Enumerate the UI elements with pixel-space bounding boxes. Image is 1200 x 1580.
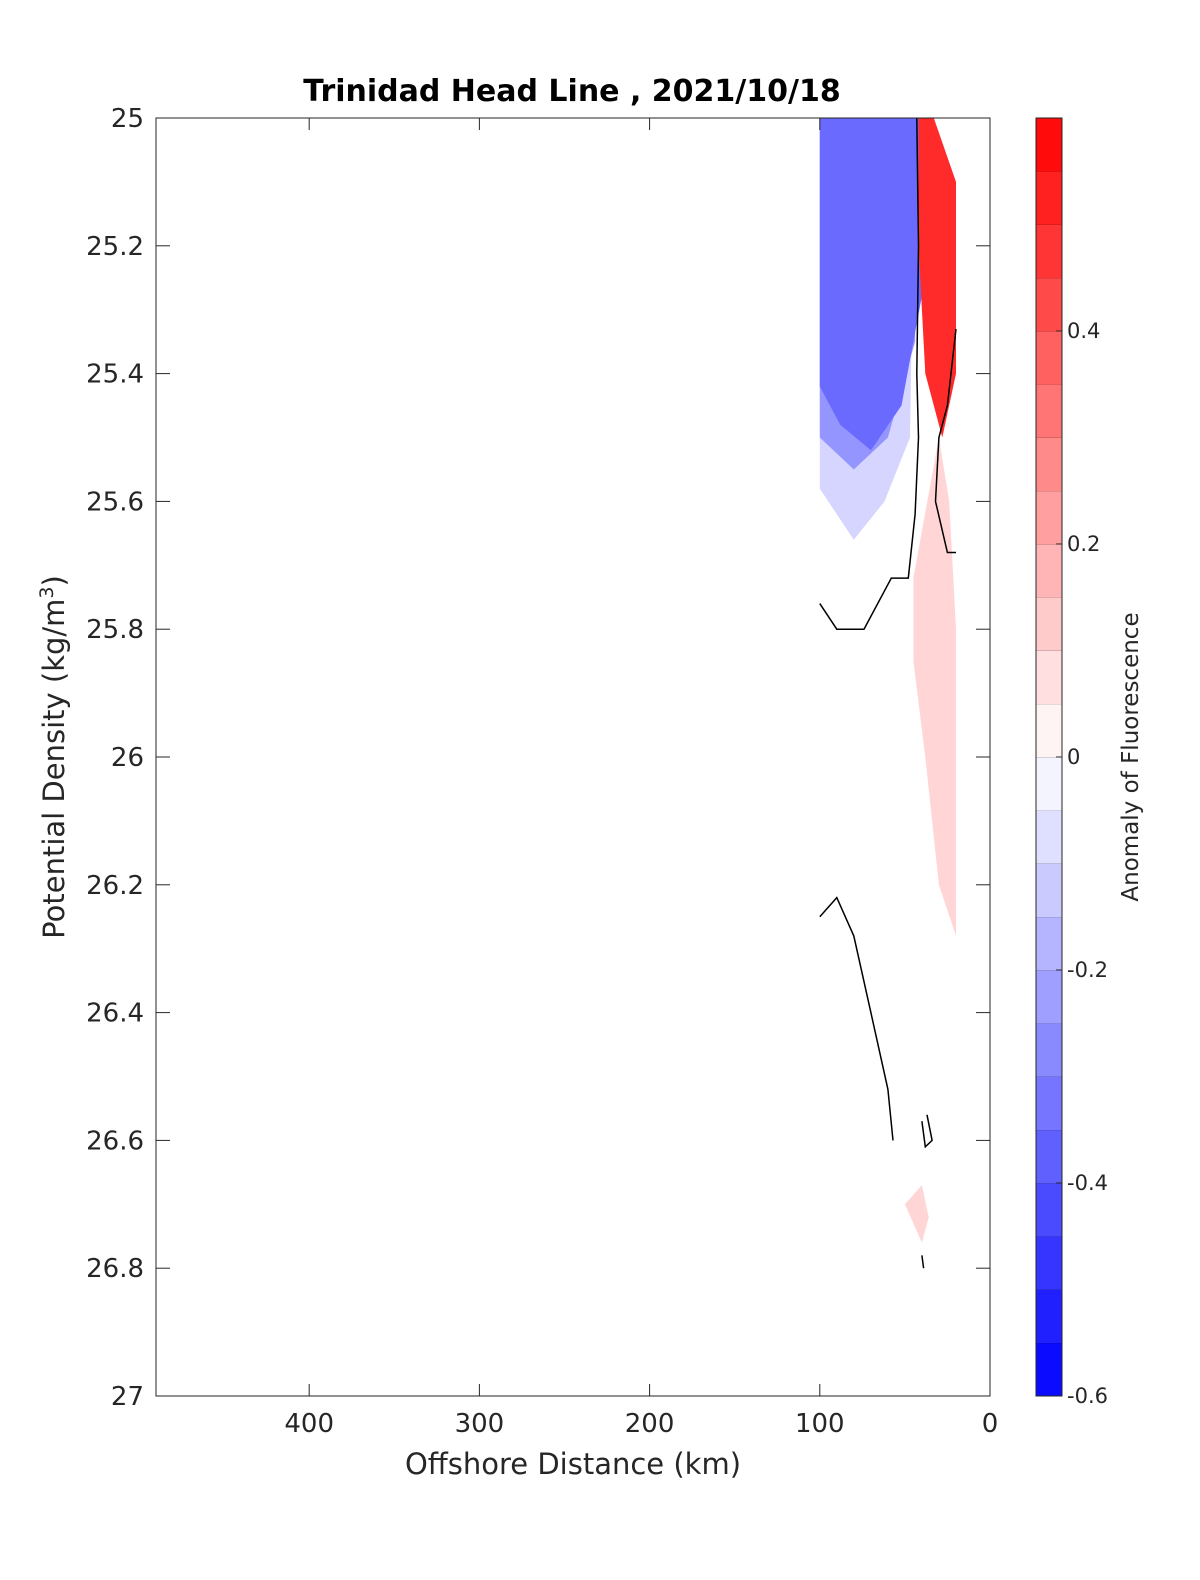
- y-tick-label: 25.4: [86, 360, 144, 390]
- zero-contour-line-3: [819, 896, 894, 1141]
- y-tick-label: 26: [111, 743, 144, 773]
- y-axis-label-main: Potential Density (kg/m: [37, 599, 71, 939]
- x-axis-label: Offshore Distance (km): [405, 1447, 741, 1481]
- colorbar-swatch: [1036, 490, 1062, 545]
- colorbar-tick-label: -0.2: [1067, 958, 1108, 982]
- positive-anomaly-surface: [918, 118, 956, 438]
- colorbar-swatch: [1036, 1183, 1062, 1237]
- x-tick-label: 400: [284, 1409, 334, 1439]
- x-tick-label: 0: [982, 1409, 999, 1439]
- x-tick-label: 300: [455, 1409, 505, 1439]
- colorbar-swatch: [1036, 1342, 1062, 1397]
- colorbar-swatch: [1036, 544, 1062, 598]
- colorbar-swatch: [1036, 916, 1062, 971]
- colorbar-tick-label: -0.6: [1067, 1384, 1108, 1408]
- y-axis-label-superscript: 3: [36, 586, 58, 598]
- y-tick-label: 25.2: [86, 232, 144, 262]
- colorbar-swatch: [1036, 437, 1062, 492]
- colorbar-swatch: [1036, 1289, 1062, 1344]
- colorbar-swatch: [1036, 810, 1062, 864]
- y-axis-label: Potential Density (kg/m3): [36, 575, 71, 939]
- y-tick-label: 25.6: [86, 487, 144, 517]
- colorbar: -0.6 -0.4 -0.2 0 0.2 0.4: [1035, 117, 1108, 1408]
- colorbar-swatch: [1036, 1023, 1062, 1077]
- y-axis-label-close: ): [37, 575, 71, 586]
- y-tick-label: 26.2: [86, 871, 144, 901]
- y-tick-label: 27: [111, 1382, 144, 1412]
- colorbar-swatch: [1036, 171, 1062, 225]
- colorbar-swatch: [1036, 118, 1062, 172]
- negative-anomaly-core: [819, 118, 931, 451]
- y-tick-label: 25.8: [86, 615, 144, 645]
- colorbar-swatch: [1036, 970, 1062, 1024]
- colorbar-swatch: [1036, 597, 1062, 651]
- colorbar-swatches: [1036, 117, 1062, 1397]
- colorbar-ticks: -0.6 -0.4 -0.2 0 0.2 0.4: [1056, 319, 1108, 1408]
- y-tick-label: 26.8: [86, 1254, 144, 1284]
- x-tick-label: 200: [625, 1409, 675, 1439]
- y-axis-ticks: 25 25.2 25.4 25.6 25.8 26 26.2 26.4 26.6 26.8 27: [86, 104, 990, 1412]
- colorbar-tick-label: 0: [1067, 745, 1080, 769]
- colorbar-label: Anomaly of Fluorescence: [1118, 612, 1144, 901]
- colorbar-swatch: [1036, 277, 1062, 332]
- colorbar-swatch: [1036, 224, 1062, 279]
- y-tick-label: 25: [111, 104, 144, 134]
- colorbar-swatch: [1036, 1236, 1062, 1290]
- y-tick-label: 26.4: [86, 999, 144, 1029]
- colorbar-tick-label: 0.4: [1067, 319, 1100, 343]
- colorbar-tick-label: 0.2: [1067, 532, 1100, 556]
- colorbar-swatch: [1036, 384, 1062, 438]
- x-axis-ticks: 400 300 200 100 0: [284, 118, 998, 1439]
- chart-title: Trinidad Head Line , 2021/10/18: [303, 74, 840, 109]
- y-tick-label: 26.6: [86, 1126, 144, 1156]
- colorbar-swatch: [1036, 650, 1062, 705]
- zero-contour-line-1: [819, 117, 920, 630]
- colorbar-swatch: [1036, 703, 1062, 758]
- positive-anomaly-column: [913, 437, 956, 936]
- zero-contour-line-2: [934, 328, 957, 554]
- zero-contour-line-4: [921, 1114, 933, 1149]
- zero-contours: [819, 117, 957, 1269]
- plot-area: 400 300 200 100 0 25 25.2 25.4 25.6 25.8 26 26.2 26…: [86, 104, 998, 1439]
- colorbar-swatch: [1036, 1129, 1062, 1184]
- colorbar-swatch: [1036, 331, 1062, 385]
- colorbar-swatch: [1036, 863, 1062, 918]
- colorbar-swatch: [1036, 757, 1062, 811]
- zero-contour-line-5: [921, 1255, 925, 1269]
- x-tick-label: 100: [795, 1409, 845, 1439]
- positive-anomaly-patch: [904, 1185, 929, 1243]
- colorbar-swatch: [1036, 1076, 1062, 1131]
- colorbar-tick-label: -0.4: [1067, 1171, 1108, 1195]
- anomaly-regions: [819, 118, 956, 1243]
